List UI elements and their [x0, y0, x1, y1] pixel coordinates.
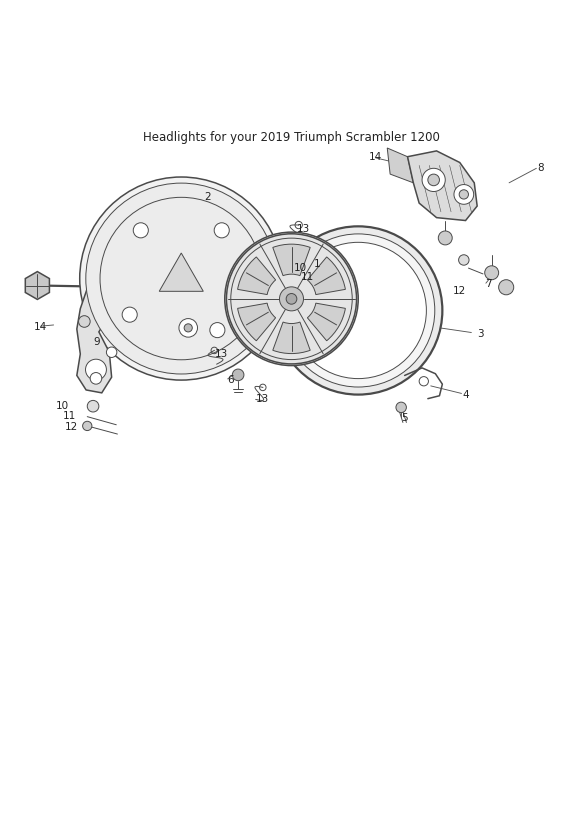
Circle shape	[498, 279, 514, 295]
Text: 13: 13	[297, 224, 310, 234]
Circle shape	[396, 402, 406, 413]
Polygon shape	[387, 148, 413, 183]
Text: 3: 3	[477, 329, 483, 339]
Wedge shape	[238, 257, 276, 294]
Polygon shape	[77, 288, 111, 393]
Text: 11: 11	[63, 411, 76, 421]
Text: 13: 13	[256, 394, 269, 404]
Text: Headlights for your 2019 Triumph Scrambler 1200: Headlights for your 2019 Triumph Scrambl…	[143, 130, 440, 143]
Circle shape	[107, 347, 117, 358]
Polygon shape	[159, 253, 203, 292]
Circle shape	[484, 266, 498, 279]
Ellipse shape	[290, 242, 426, 378]
Text: 5: 5	[401, 413, 408, 423]
Circle shape	[419, 377, 429, 386]
Text: 6: 6	[227, 375, 234, 385]
Text: 12: 12	[64, 422, 78, 432]
Circle shape	[232, 369, 244, 381]
Wedge shape	[273, 244, 310, 276]
Circle shape	[286, 293, 297, 304]
Circle shape	[134, 222, 148, 238]
Circle shape	[428, 174, 440, 185]
Text: 12: 12	[453, 286, 466, 297]
Ellipse shape	[80, 177, 283, 380]
Text: 14: 14	[34, 321, 47, 332]
Circle shape	[459, 190, 469, 199]
Text: 9: 9	[94, 337, 100, 348]
Circle shape	[79, 316, 90, 327]
Circle shape	[184, 324, 192, 332]
Circle shape	[87, 400, 99, 412]
Circle shape	[454, 185, 474, 204]
Ellipse shape	[225, 232, 358, 366]
Wedge shape	[273, 322, 310, 353]
Circle shape	[214, 222, 229, 238]
Text: 1: 1	[314, 259, 321, 269]
Circle shape	[90, 372, 102, 384]
Text: 10: 10	[56, 401, 69, 411]
Wedge shape	[307, 257, 345, 294]
Text: 8: 8	[538, 163, 545, 173]
Text: 14: 14	[369, 152, 382, 162]
Circle shape	[179, 319, 198, 337]
Circle shape	[279, 287, 304, 311]
Text: 2: 2	[204, 192, 210, 203]
Polygon shape	[25, 272, 50, 299]
Text: 7: 7	[486, 279, 492, 289]
Text: 4: 4	[462, 390, 469, 400]
Ellipse shape	[282, 234, 435, 387]
Circle shape	[210, 322, 225, 338]
Text: 10: 10	[294, 263, 307, 273]
Text: 13: 13	[215, 349, 229, 359]
Circle shape	[438, 231, 452, 245]
Circle shape	[422, 168, 445, 191]
Circle shape	[83, 421, 92, 431]
Text: 11: 11	[301, 273, 314, 283]
Wedge shape	[307, 303, 345, 341]
Wedge shape	[238, 303, 276, 341]
Circle shape	[86, 359, 107, 380]
Circle shape	[122, 307, 137, 322]
Ellipse shape	[274, 227, 442, 395]
Circle shape	[459, 255, 469, 265]
Polygon shape	[408, 151, 477, 221]
Ellipse shape	[86, 183, 277, 374]
